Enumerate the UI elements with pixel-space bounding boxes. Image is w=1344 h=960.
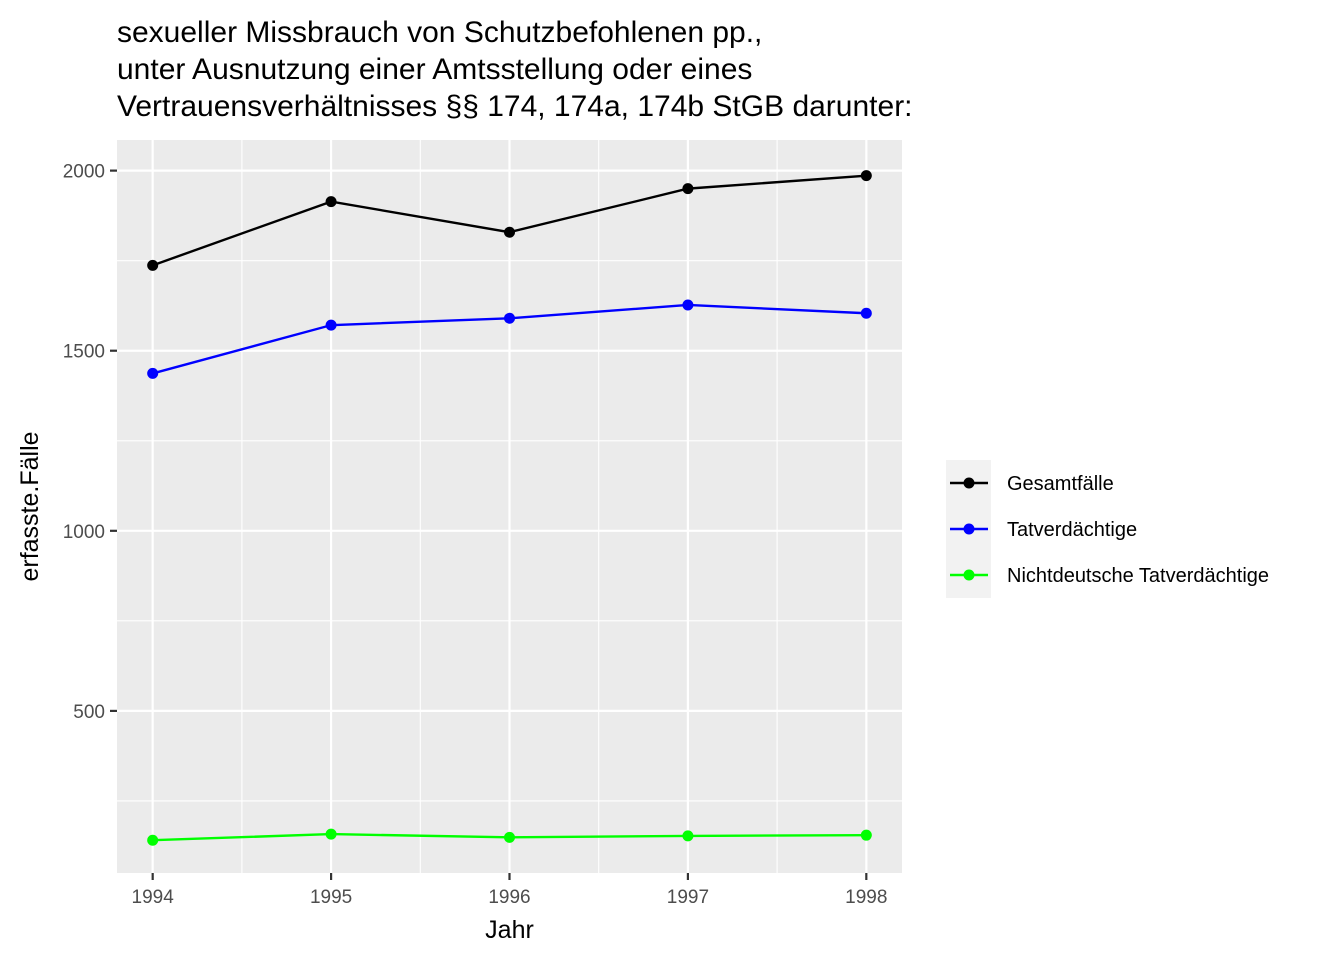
legend-label: Gesamtfälle: [1007, 473, 1114, 495]
x-tick-label: 1995: [310, 887, 352, 908]
x-tick-label: 1996: [488, 887, 530, 908]
data-point: [682, 830, 694, 842]
y-axis-title: erfasste.Fälle: [16, 431, 44, 581]
x-tick-label: 1998: [845, 887, 887, 908]
data-point: [325, 828, 337, 840]
data-point: [504, 312, 515, 324]
chart-title: sexueller Missbrauch von Schutzbefohlene…: [117, 16, 913, 123]
legend-key-point: [963, 569, 975, 581]
legend-label: Nichtdeutsche Tatverdächtige: [1007, 565, 1269, 587]
data-point: [147, 259, 159, 271]
grid-major: [117, 140, 902, 873]
data-point: [325, 319, 337, 331]
title-line-1: sexueller Missbrauch von Schutzbefohlene…: [117, 16, 762, 49]
legend-label: Tatverdächtige: [1007, 519, 1137, 541]
x-tick-label: 1997: [667, 887, 709, 908]
data-point: [504, 831, 515, 843]
y-tick-label: 500: [73, 702, 105, 723]
y-tick-label: 1500: [63, 342, 105, 363]
data-point: [147, 834, 159, 846]
series-1: [147, 170, 872, 271]
title-line-2: unter Ausnutzung einer Amtsstellung oder…: [117, 53, 752, 86]
legend-key-point: [963, 523, 975, 535]
data-point: [860, 170, 872, 182]
x-tick-label: 1994: [132, 887, 175, 908]
axis-ticks: 500 1000 1500 2000 1994 1995 1996 1997 1998: [63, 162, 888, 908]
data-point: [147, 367, 159, 379]
x-axis-title: Jahr: [485, 916, 534, 944]
data-point: [325, 196, 337, 208]
data-point: [860, 829, 872, 841]
data-point: [504, 226, 515, 238]
legend-key-point: [963, 477, 975, 489]
series-2: [147, 299, 872, 379]
data-point: [860, 307, 872, 319]
data-point: [682, 183, 694, 195]
legend: Gesamtfälle Tatverdächtige Nichtdeutsche T…: [946, 460, 1269, 598]
series-layer: [147, 170, 872, 846]
title-line-3: Vertrauensverhältnisses §§ 174, 174a, 17…: [117, 90, 913, 123]
y-tick-label: 2000: [63, 162, 105, 183]
data-point: [682, 299, 694, 311]
series-3: [147, 828, 872, 846]
y-tick-label: 1000: [63, 522, 105, 543]
